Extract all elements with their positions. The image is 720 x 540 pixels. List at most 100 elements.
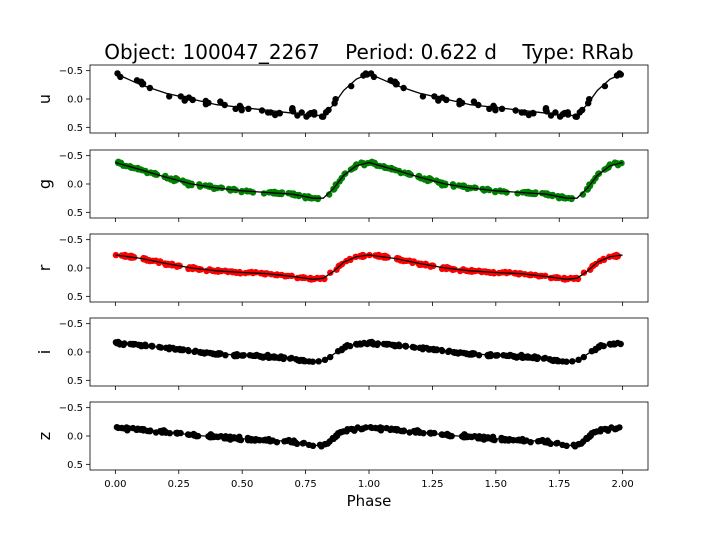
data-point-i [466,351,473,358]
data-point-r [547,274,555,282]
data-point-z [383,424,390,432]
data-point-g [260,190,268,197]
figure-title: Object: 100047_2267 Period: 0.622 d Type… [104,40,634,64]
fit-curve-u [115,72,623,117]
data-point-z [394,426,401,433]
panel-plot-area [112,251,623,283]
x-tick-label: 0.50 [231,479,253,490]
y-tick-label: 0.0 [67,432,83,443]
x-tick-label: 2.00 [612,479,634,490]
x-tick-label: 1.75 [548,479,570,490]
data-point-z [608,424,615,431]
data-point-i [542,354,549,362]
x-tick-label: 1.00 [358,479,380,490]
data-point-u [542,105,550,112]
y-tick-label: 0.0 [67,264,83,275]
panel-g: −0.5 0.0 0.5 g [35,149,649,222]
data-point-r [221,267,229,274]
x-tick-label: 1.50 [485,479,507,490]
data-point-z [129,424,137,432]
y-tick-label: −0.5 [59,403,83,414]
data-point-r [475,267,482,274]
fit-curve-g [115,161,623,199]
panel-r: −0.5 0.0 0.5 r [35,233,649,306]
y-tick-label: −0.5 [59,151,83,162]
fit-curve-i [115,342,623,363]
data-point-z [226,433,234,440]
band-label-g: g [35,179,54,189]
data-point-u [586,96,593,103]
data-point-r [307,274,314,282]
data-point-g [196,183,204,190]
data-point-u [564,109,571,116]
data-point-i [533,355,541,363]
band-label-z: z [35,432,54,440]
panel-plot-area [113,424,623,450]
fit-curve-r [115,254,623,280]
panel-frame [89,401,649,471]
panel-i: −0.5 0.0 0.5 i [35,317,649,390]
data-point-z [217,433,225,440]
y-tick-label: −0.5 [59,235,83,246]
data-point-z [377,424,384,431]
data-point-r [574,275,582,283]
data-point-g [450,183,457,190]
data-point-u [311,109,318,116]
data-point-r [561,274,568,282]
band-label-u: u [35,94,54,104]
data-point-i [212,351,219,358]
y-tick-label: 0.5 [67,208,83,219]
data-point-u [217,98,224,105]
y-tick-label: 0.0 [67,348,83,359]
x-tick-label: 0.25 [168,479,190,490]
data-point-i [368,338,375,346]
panel-plot-area [114,70,624,120]
data-point-r [281,273,289,280]
data-point-z [480,433,487,440]
y-tick-label: 0.5 [67,123,83,134]
y-tick-label: 0.5 [67,460,83,471]
data-point-i [617,340,624,348]
y-tick-label: 0.5 [67,292,83,303]
band-label-r: r [35,264,54,271]
x-tick-label: 1.25 [421,479,443,490]
data-point-u [470,98,478,105]
data-point-z [406,429,413,436]
y-tick-label: −0.5 [59,319,83,330]
data-point-z [244,434,252,442]
data-point-z [140,426,147,433]
y-tick-label: 0.0 [67,180,83,191]
panel-z: −0.5 0.0 0.5 0.00 0.25 0.50 0.75 1.00 1.25 1.50 1.… [35,401,649,490]
data-point-z [123,424,130,431]
y-tick-label: 0.0 [67,95,83,106]
data-point-r [383,253,391,260]
data-point-g [326,191,333,198]
band-label-i: i [35,350,54,354]
y-tick-label: 0.5 [67,376,83,387]
data-point-z [498,434,505,442]
x-tick-label: 0.00 [104,479,126,490]
data-point-i [280,355,287,363]
data-point-z [354,424,361,431]
panel-u: −0.5 0.0 0.5 u [35,64,649,137]
x-axis-label: Phase [347,492,392,510]
data-point-u [289,105,296,112]
panel-plot-area [114,158,625,203]
data-point-g [579,191,587,198]
data-point-g [514,190,521,197]
x-tick-label: 0.75 [294,479,316,490]
fit-curve-z [115,426,623,447]
data-point-r [321,275,328,283]
panel-plot-area [112,338,624,365]
data-point-i [288,354,295,362]
y-tick-label: −0.5 [59,66,83,77]
data-point-i [115,338,122,346]
data-point-z [152,429,160,436]
data-point-r [130,253,137,260]
data-point-i [357,341,365,348]
data-point-u [332,96,339,103]
data-point-r [294,274,301,282]
data-point-z [471,433,478,440]
